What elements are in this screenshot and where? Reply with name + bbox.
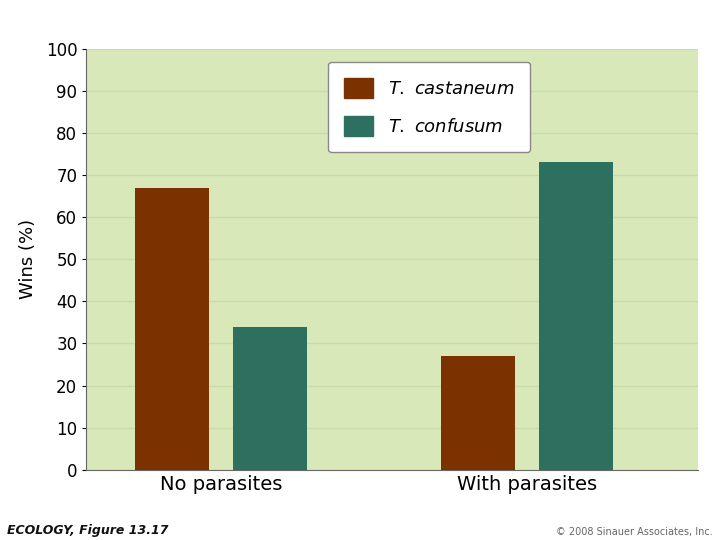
Text: © 2008 Sinauer Associates, Inc.: © 2008 Sinauer Associates, Inc.: [556, 527, 713, 537]
Bar: [135, 187, 209, 470]
Y-axis label: Wins (%): Wins (%): [19, 219, 37, 299]
Bar: [539, 163, 613, 470]
Bar: [441, 356, 515, 470]
Text: ECOLOGY, Figure 13.17: ECOLOGY, Figure 13.17: [7, 524, 168, 537]
Bar: [233, 327, 307, 470]
Text: Figure 13.17  Parasites Can Alter the Outcome of Competition: Figure 13.17 Parasites Can Alter the Out…: [9, 10, 482, 25]
Legend: $\it{T.\ castaneum}$, $\it{T.\ confusum}$: $\it{T.\ castaneum}$, $\it{T.\ confusum}…: [328, 62, 531, 152]
